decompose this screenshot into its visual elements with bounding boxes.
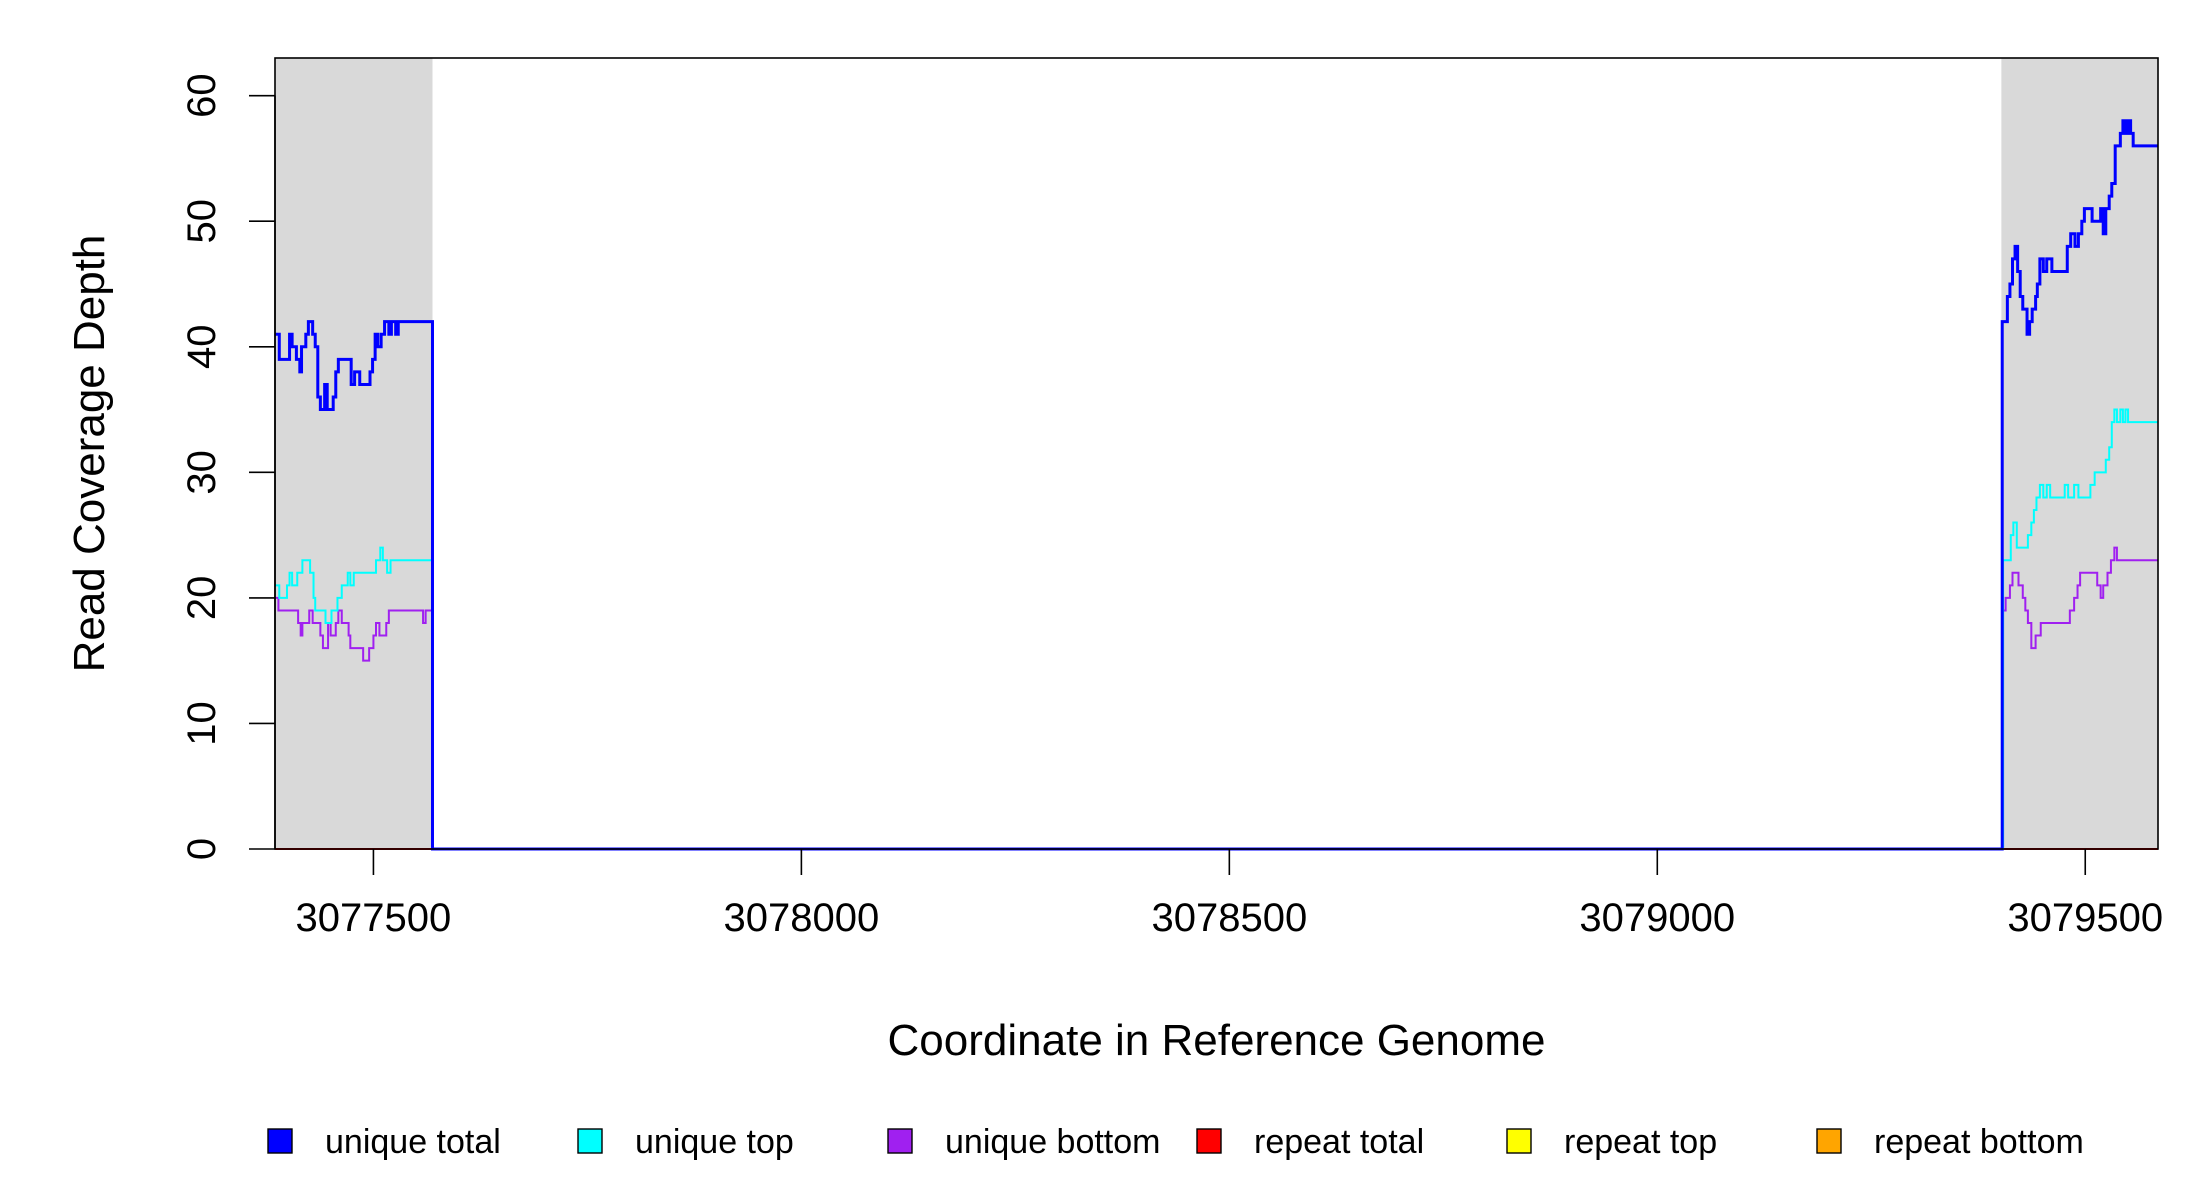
x-tick-label: 3079500 xyxy=(2007,896,2163,940)
series-line-unique-total xyxy=(275,119,2158,851)
y-axis-label: Read Coverage Depth xyxy=(65,235,114,673)
y-tick-label: 30 xyxy=(180,450,224,495)
y-tick-label: 10 xyxy=(180,701,224,746)
legend-swatch-repeat-bottom xyxy=(1816,1128,1842,1154)
x-tick-label: 3077500 xyxy=(296,896,452,940)
series-line-unique-top xyxy=(275,408,2158,850)
legend: unique total unique top unique bottom repea… xyxy=(267,1123,2084,1161)
y-tick-label: 40 xyxy=(180,325,224,370)
shaded-regions xyxy=(275,58,2158,849)
x-axis: 3077500 3078000 3078500 3079000 3079500 xyxy=(296,849,2163,940)
legend-swatch-unique-top xyxy=(577,1128,603,1154)
legend-label-repeat-top: repeat top xyxy=(1564,1123,1717,1161)
legend-label-repeat-bottom: repeat bottom xyxy=(1874,1123,2084,1161)
legend-label-unique-top: unique top xyxy=(635,1123,794,1161)
legend-swatch-repeat-total xyxy=(1196,1128,1222,1154)
legend-label-unique-total: unique total xyxy=(325,1123,501,1161)
x-axis-label: Coordinate in Reference Genome xyxy=(888,1016,1546,1065)
shaded-region-1 xyxy=(275,58,433,849)
series-line-unique-bottom xyxy=(275,546,2158,850)
y-tick-label: 50 xyxy=(180,199,224,244)
legend-swatch-repeat-top xyxy=(1506,1128,1532,1154)
y-tick-label: 0 xyxy=(180,838,224,860)
y-tick-label: 20 xyxy=(180,576,224,621)
legend-label-repeat-total: repeat total xyxy=(1254,1123,1424,1161)
y-axis: 0 10 20 30 40 50 60 xyxy=(180,73,276,860)
plot-frame xyxy=(274,57,2159,850)
shaded-region-2 xyxy=(2001,58,2158,849)
legend-label-unique-bottom: unique bottom xyxy=(945,1123,1161,1161)
y-tick-label: 60 xyxy=(180,73,224,118)
x-tick-label: 3078000 xyxy=(724,896,880,940)
legend-swatch-unique-bottom xyxy=(887,1128,913,1154)
series-lines xyxy=(275,119,2158,851)
x-tick-label: 3078500 xyxy=(1151,896,1307,940)
legend-swatch-unique-total xyxy=(267,1128,293,1154)
x-tick-label: 3079000 xyxy=(1579,896,1735,940)
